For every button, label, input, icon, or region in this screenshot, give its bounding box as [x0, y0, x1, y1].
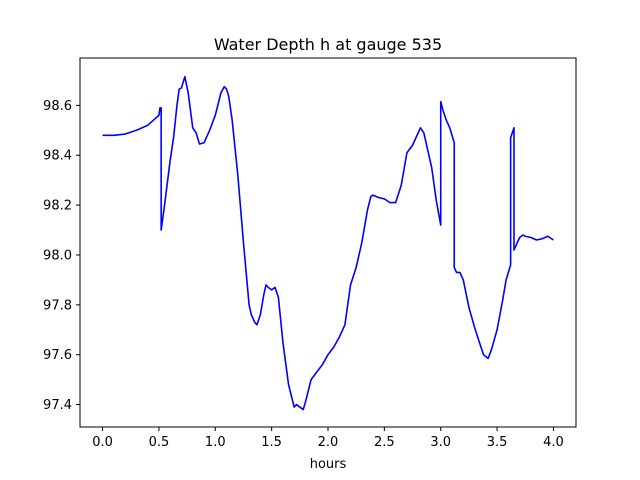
x-tick-label: 1.0	[205, 435, 226, 450]
x-tick-label: 4.0	[543, 435, 564, 450]
plot-area	[79, 57, 577, 428]
y-tick-label: 97.8	[43, 298, 72, 313]
x-tick-label: 0.5	[149, 435, 170, 450]
x-axis: 0.0 0.5 1.0 1.5 2.0 2.5 3.0 3.5 4.0	[92, 427, 564, 450]
x-tick-label: 2.0	[318, 435, 339, 450]
series-layer	[102, 75, 554, 411]
x-tick-label: 2.5	[374, 435, 395, 450]
y-tick-label: 97.6	[43, 348, 72, 363]
y-tick-label: 98.6	[43, 99, 72, 114]
y-tick-label: 98.4	[43, 149, 72, 164]
series-line-0	[102, 75, 554, 411]
y-tick-label: 98.2	[43, 199, 72, 214]
y-axis: 97.4 97.6 97.8 98.0 98.2 98.4 98.6	[43, 99, 80, 413]
x-axis-label: hours	[310, 457, 347, 472]
x-tick-label: 3.0	[430, 435, 451, 450]
x-tick-label: 1.5	[261, 435, 282, 450]
y-tick-label: 98.0	[43, 248, 72, 263]
chart-title: Water Depth h at gauge 535	[214, 35, 442, 54]
x-tick-label: 3.5	[487, 435, 508, 450]
y-tick-label: 97.4	[43, 398, 72, 413]
x-tick-label: 0.0	[92, 435, 113, 450]
plot-frame	[79, 57, 577, 428]
